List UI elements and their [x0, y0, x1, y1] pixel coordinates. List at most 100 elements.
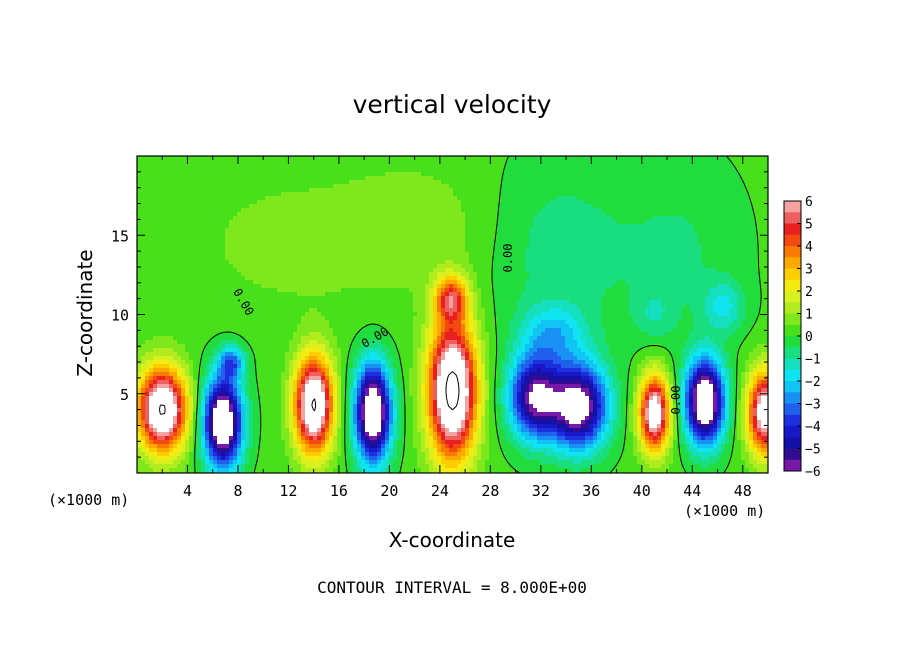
heatmap-cell — [717, 216, 722, 221]
heatmap-cell — [237, 268, 242, 273]
heatmap-cell — [577, 256, 582, 261]
heatmap-cell — [633, 236, 638, 241]
heatmap-cell — [261, 244, 266, 249]
heatmap-cell — [217, 240, 222, 245]
heatmap-cell — [645, 272, 650, 277]
heatmap-cell — [285, 184, 290, 189]
heatmap-cell — [273, 188, 278, 193]
heatmap-cell — [361, 240, 366, 245]
heatmap-field — [137, 156, 768, 473]
heatmap-cell — [501, 264, 506, 269]
heatmap-cell — [533, 264, 538, 269]
heatmap-cell — [593, 192, 598, 197]
heatmap-cell — [761, 236, 766, 241]
heatmap-cell — [205, 268, 210, 273]
heatmap-cell — [173, 280, 178, 285]
heatmap-cell — [461, 240, 466, 245]
heatmap-cell — [501, 176, 506, 181]
heatmap-cell — [449, 276, 454, 281]
heatmap-cell — [389, 232, 394, 237]
heatmap-cell — [697, 176, 702, 181]
heatmap-cell — [625, 172, 630, 177]
heatmap-cell — [693, 228, 698, 233]
heatmap-cell — [649, 220, 654, 225]
heatmap-cell — [517, 264, 522, 269]
heatmap-cell — [765, 244, 768, 249]
heatmap-cell — [385, 160, 390, 165]
heatmap-cell — [265, 204, 270, 209]
heatmap-cell — [457, 276, 462, 281]
heatmap-cell — [549, 168, 554, 173]
heatmap-cell — [661, 240, 666, 245]
heatmap-cell — [189, 260, 194, 265]
heatmap-cell — [209, 208, 214, 213]
heatmap-cell — [641, 192, 646, 197]
heatmap-cell — [161, 196, 166, 201]
heatmap-cell — [649, 200, 654, 205]
heatmap-cell — [301, 280, 306, 285]
heatmap-cell — [349, 244, 354, 249]
heatmap-cell — [181, 168, 186, 173]
heatmap-cell — [165, 280, 170, 285]
heatmap-cell — [657, 220, 662, 225]
heatmap-cell — [673, 196, 678, 201]
heatmap-cell — [697, 220, 702, 225]
heatmap-cell — [361, 156, 366, 161]
heatmap-cell — [461, 188, 466, 193]
heatmap-cell — [529, 204, 534, 209]
heatmap-cell — [277, 188, 282, 193]
heatmap-cell — [657, 200, 662, 205]
heatmap-cell — [445, 260, 450, 265]
heatmap-cell — [553, 196, 558, 201]
heatmap-cell — [221, 228, 226, 233]
heatmap-cell — [141, 228, 146, 233]
heatmap-cell — [421, 276, 426, 281]
heatmap-cell — [425, 256, 430, 261]
heatmap-cell — [461, 272, 466, 277]
heatmap-cell — [733, 252, 738, 257]
heatmap-cell — [669, 172, 674, 177]
heatmap-cell — [437, 168, 442, 173]
heatmap-cell — [497, 224, 502, 229]
heatmap-cell — [669, 220, 674, 225]
heatmap-cell — [349, 192, 354, 197]
heatmap-cell — [705, 252, 710, 257]
heatmap-cell — [545, 220, 550, 225]
heatmap-cell — [169, 212, 174, 217]
heatmap-cell — [373, 280, 378, 285]
heatmap-cell — [593, 172, 598, 177]
heatmap-cell — [477, 228, 482, 233]
heatmap-cell — [509, 160, 514, 165]
heatmap-cell — [425, 268, 430, 273]
heatmap-cell — [489, 280, 494, 285]
heatmap-cell — [693, 260, 698, 265]
heatmap-cell — [685, 228, 690, 233]
heatmap-cell — [577, 184, 582, 189]
heatmap-cell — [613, 268, 618, 273]
heatmap-cell — [141, 216, 146, 221]
heatmap-cell — [573, 180, 578, 185]
heatmap-cell — [177, 244, 182, 249]
heatmap-cell — [721, 208, 726, 213]
heatmap-cell — [341, 240, 346, 245]
heatmap-cell — [337, 212, 342, 217]
heatmap-cell — [497, 244, 502, 249]
heatmap-cell — [333, 216, 338, 221]
heatmap-cell — [381, 252, 386, 257]
heatmap-cell — [637, 260, 642, 265]
heatmap-cell — [457, 256, 462, 261]
heatmap-cell — [165, 200, 170, 205]
heatmap-cell — [361, 248, 366, 253]
heatmap-cell — [713, 192, 718, 197]
heatmap-cell — [625, 208, 630, 213]
heatmap-cell — [369, 252, 374, 257]
heatmap-cell — [417, 196, 422, 201]
heatmap-cell — [445, 280, 450, 285]
heatmap-cell — [617, 204, 622, 209]
heatmap-cell — [361, 260, 366, 265]
heatmap-cell — [413, 252, 418, 257]
heatmap-cell — [709, 240, 714, 245]
heatmap-cell — [289, 180, 294, 185]
heatmap-cell — [229, 212, 234, 217]
heatmap-cell — [165, 244, 170, 249]
